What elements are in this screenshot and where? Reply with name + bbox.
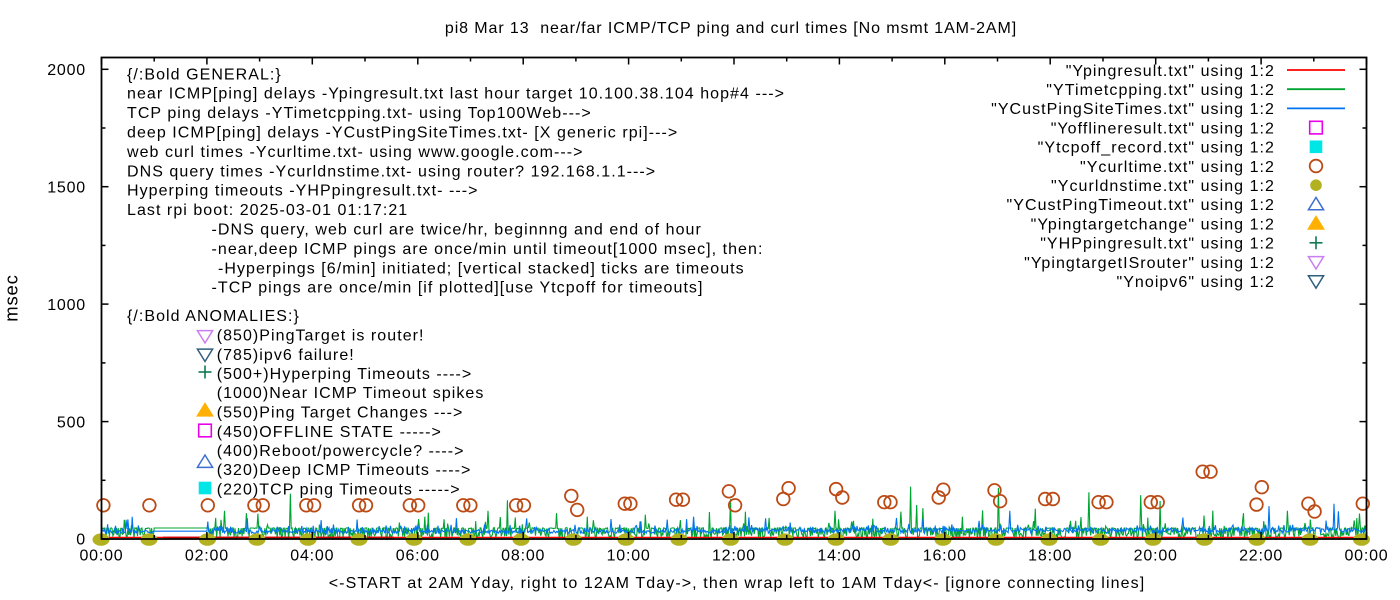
svg-text:"Ynoipv6" using 1:2: "Ynoipv6" using 1:2	[1116, 274, 1275, 291]
svg-text:(450)OFFLINE STATE ----->: (450)OFFLINE STATE ----->	[217, 424, 442, 441]
svg-text:(320)Deep ICMP Timeouts ---->: (320)Deep ICMP Timeouts ---->	[217, 462, 472, 479]
svg-text:(785)ipv6 failure!: (785)ipv6 failure!	[217, 347, 355, 364]
svg-text:deep ICMP[ping] delays -YCustP: deep ICMP[ping] delays -YCustPingSiteTim…	[127, 125, 678, 142]
svg-text:"YHPpingresult.txt" using 1:2: "YHPpingresult.txt" using 1:2	[1040, 236, 1275, 253]
svg-text:06:00: 06:00	[396, 548, 440, 565]
svg-text:(1000)Near ICMP Timeout spikes: (1000)Near ICMP Timeout spikes	[217, 385, 485, 402]
svg-text:"Ycurldnstime.txt" using 1:2: "Ycurldnstime.txt" using 1:2	[1051, 178, 1275, 195]
svg-text:(500+)Hyperping Timeouts ---->: (500+)Hyperping Timeouts ---->	[217, 366, 473, 383]
svg-text:DNS query times -Ycurldnstime.: DNS query times -Ycurldnstime.txt- using…	[127, 163, 656, 180]
svg-text:22:00: 22:00	[1239, 548, 1283, 565]
svg-text:-DNS query, web curl are twice: -DNS query, web curl are twice/hr, begin…	[212, 222, 702, 239]
svg-text:"YpingtargetISrouter" using 1:: "YpingtargetISrouter" using 1:2	[1024, 255, 1275, 272]
svg-text:0: 0	[76, 532, 86, 549]
svg-text:Hyperping timeouts -YHPpingres: Hyperping timeouts -YHPpingresult.txt- -…	[127, 183, 478, 200]
svg-text:10:00: 10:00	[607, 548, 651, 565]
svg-text:pi8 Mar 13 near/far ICMP/TCP: pi8 Mar 13 near/far ICMP/TCP ping and cu…	[445, 20, 1017, 37]
svg-text:"Ypingresult.txt" using 1:2: "Ypingresult.txt" using 1:2	[1066, 63, 1275, 80]
svg-text:20:00: 20:00	[1134, 548, 1178, 565]
svg-text:(550)Ping Target Changes --->: (550)Ping Target Changes --->	[217, 405, 464, 422]
svg-text:-Hyperpings [6/min] initiated;: -Hyperpings [6/min] initiated; [vertical…	[218, 260, 745, 277]
svg-text:00:00: 00:00	[1344, 548, 1388, 565]
svg-text:2000: 2000	[47, 62, 86, 79]
svg-text:18:00: 18:00	[1028, 548, 1072, 565]
svg-text:{/:Bold GENERAL:}: {/:Bold GENERAL:}	[127, 66, 282, 83]
svg-text:"Yofflineresult.txt" using 1:2: "Yofflineresult.txt" using 1:2	[1051, 120, 1275, 137]
svg-text:"Ypingtargetchange" using 1:2: "Ypingtargetchange" using 1:2	[1031, 216, 1275, 233]
svg-text:-near,deep ICMP pings are once: -near,deep ICMP pings are once/min until…	[212, 241, 764, 258]
svg-text:"Ycurltime.txt" using 1:2: "Ycurltime.txt" using 1:2	[1080, 159, 1275, 176]
svg-text:-TCP pings are once/min [if pl: -TCP pings are once/min [if plotted][use…	[212, 280, 704, 297]
svg-text:14:00: 14:00	[817, 548, 861, 565]
svg-text:{/:Bold ANOMALIES:}: {/:Bold ANOMALIES:}	[127, 308, 300, 325]
svg-text:near ICMP[ping] delays -Ypingr: near ICMP[ping] delays -Ypingresult.txt …	[127, 86, 785, 103]
svg-text:1000: 1000	[47, 297, 86, 314]
svg-text:"YCustPingSiteTimes.txt" using: "YCustPingSiteTimes.txt" using 1:2	[991, 101, 1275, 118]
svg-text:16:00: 16:00	[923, 548, 967, 565]
svg-text:"YCustPingTimeout.txt" using 1: "YCustPingTimeout.txt" using 1:2	[1007, 197, 1275, 214]
svg-text:Last rpi boot: 2025-03-01 01:1: Last rpi boot: 2025-03-01 01:17:21	[127, 202, 408, 219]
svg-text:msec: msec	[1, 274, 22, 321]
svg-text:12:00: 12:00	[712, 548, 756, 565]
svg-text:500: 500	[57, 414, 86, 431]
svg-text:<-START at 2AM Yday, right to: <-START at 2AM Yday, right to 12AM Tday-…	[329, 575, 1146, 592]
svg-text:"Ytcpoff_record.txt" using 1:2: "Ytcpoff_record.txt" using 1:2	[1038, 140, 1275, 157]
svg-text:02:00: 02:00	[185, 548, 229, 565]
svg-text:(220)TCP ping Timeouts ----->: (220)TCP ping Timeouts ----->	[217, 482, 461, 499]
svg-text:00:00: 00:00	[79, 548, 123, 565]
svg-text:TCP ping delays -YTimetcpping.: TCP ping delays -YTimetcpping.txt- using…	[127, 105, 592, 122]
svg-text:"YTimetcpping.txt" using 1:2: "YTimetcpping.txt" using 1:2	[1046, 82, 1275, 99]
svg-text:web curl times -Ycurltime.txt-: web curl times -Ycurltime.txt- using www…	[126, 144, 584, 161]
svg-text:1500: 1500	[47, 179, 86, 196]
svg-text:08:00: 08:00	[501, 548, 545, 565]
svg-text:(400)Reboot/powercycle? ---->: (400)Reboot/powercycle? ---->	[217, 443, 465, 460]
svg-text:(850)PingTarget is router!: (850)PingTarget is router!	[217, 328, 425, 345]
svg-text:04:00: 04:00	[290, 548, 334, 565]
